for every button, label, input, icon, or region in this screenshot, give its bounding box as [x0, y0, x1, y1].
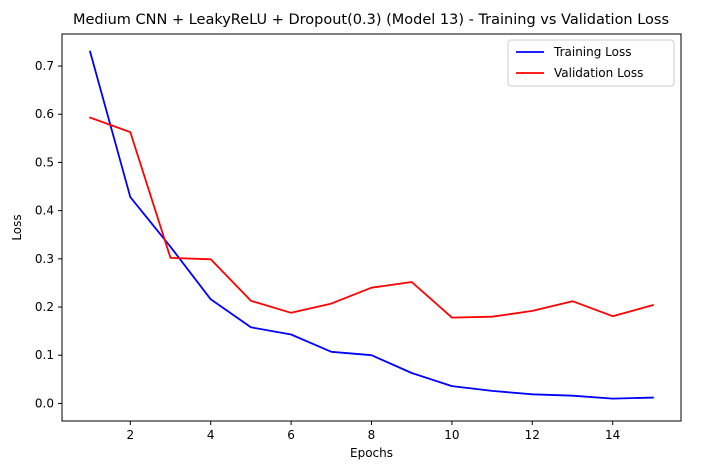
- x-tick-label: 8: [368, 428, 376, 442]
- x-axis-label: Epochs: [350, 446, 393, 460]
- y-tick-label: 0.5: [35, 155, 54, 169]
- y-tick-label: 0.6: [35, 107, 54, 121]
- series-line-validation-loss: [88, 116, 655, 319]
- plot-area: [88, 50, 655, 400]
- axis-ticks: 2 4 6 8 10 12 14 0.0 0.1 0.2 0.3 0.4 0.5 0.6 0.7: [35, 59, 620, 442]
- x-tick-label: 12: [525, 428, 540, 442]
- x-tick-label: 2: [127, 428, 135, 442]
- y-tick-label: 0.0: [35, 396, 54, 410]
- y-tick-label: 0.4: [35, 204, 54, 218]
- y-tick-label: 0.7: [35, 59, 54, 73]
- legend-box: [507, 39, 675, 87]
- legend-label: Validation Loss: [554, 66, 643, 80]
- series-line-training-loss: [88, 50, 654, 400]
- chart-title: Medium CNN + LeakyReLU + Dropout(0.3) (M…: [73, 12, 669, 28]
- legend-label: Training Loss: [553, 45, 631, 59]
- x-tick-label: 6: [287, 428, 295, 442]
- x-tick-label: 4: [207, 428, 215, 442]
- y-tick-label: 0.1: [35, 348, 54, 362]
- x-tick-label: 10: [444, 428, 459, 442]
- y-axis-label: Loss: [10, 214, 24, 240]
- x-tick-label: 14: [605, 428, 620, 442]
- legend: Training Loss Validation Loss: [507, 39, 675, 87]
- y-tick-label: 0.2: [35, 300, 54, 314]
- y-tick-label: 0.3: [35, 252, 54, 266]
